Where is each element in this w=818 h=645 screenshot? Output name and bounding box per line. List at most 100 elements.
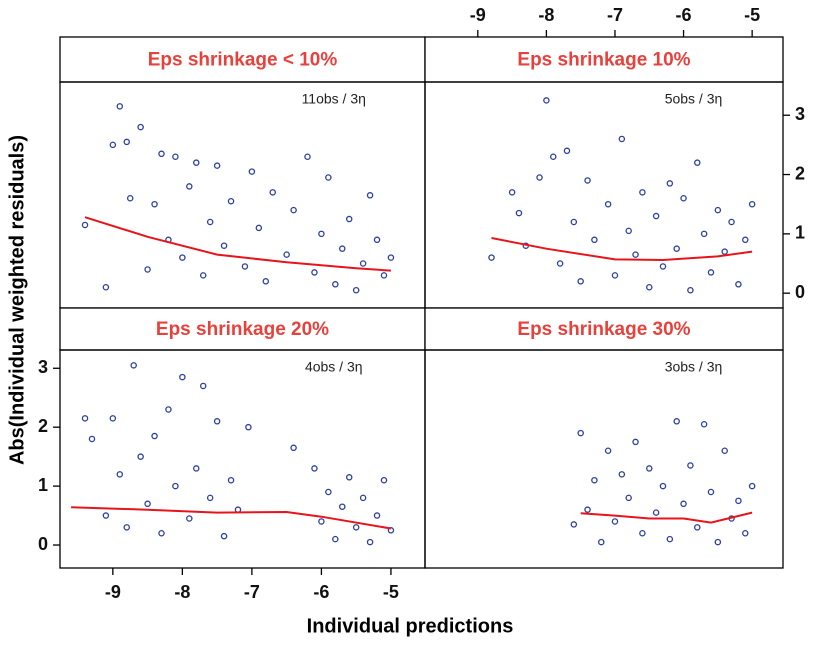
point xyxy=(304,153,311,160)
point xyxy=(735,281,742,288)
x-tick-label: -5 xyxy=(383,582,399,602)
point xyxy=(193,465,200,472)
point xyxy=(646,283,653,291)
point xyxy=(290,444,297,452)
point xyxy=(227,476,235,484)
point xyxy=(290,206,297,214)
point xyxy=(206,494,214,502)
point xyxy=(213,418,221,425)
point xyxy=(380,476,388,484)
point xyxy=(646,465,653,472)
x-tick-label: -5 xyxy=(744,5,760,25)
point xyxy=(130,362,137,369)
point xyxy=(199,272,207,279)
point xyxy=(673,245,680,252)
point xyxy=(81,415,89,422)
point xyxy=(591,476,598,484)
annotation: 4obs / 3η xyxy=(305,359,363,375)
point xyxy=(318,230,325,238)
point xyxy=(373,236,381,244)
point xyxy=(151,432,158,440)
point xyxy=(245,423,252,431)
x-tick-label: -7 xyxy=(607,5,623,25)
y-tick-label: 1 xyxy=(38,475,48,495)
point xyxy=(380,272,388,279)
point xyxy=(269,189,276,196)
point xyxy=(748,482,756,490)
point xyxy=(584,177,591,184)
point xyxy=(611,518,619,525)
y-tick-label: 3 xyxy=(38,357,48,377)
point xyxy=(680,500,687,508)
x-tick-label: -6 xyxy=(313,582,329,602)
point xyxy=(102,512,110,519)
strip-label: Eps shrinkage 10% xyxy=(517,50,690,71)
point xyxy=(144,500,151,508)
point xyxy=(165,406,172,413)
smooth-line xyxy=(84,216,391,272)
point xyxy=(220,242,228,249)
x-tick-label: -8 xyxy=(174,582,190,602)
point xyxy=(611,272,619,279)
point xyxy=(652,509,660,516)
point xyxy=(707,488,715,496)
smooth-line xyxy=(71,506,392,530)
x-tick-label: -8 xyxy=(538,5,554,25)
strip-label: Eps shrinkage 30% xyxy=(517,319,690,340)
y-tick-label: 0 xyxy=(38,534,48,554)
point xyxy=(707,269,715,276)
point xyxy=(241,263,249,270)
point xyxy=(81,221,89,229)
point xyxy=(158,529,165,537)
y-tick-label: 2 xyxy=(795,163,805,183)
point xyxy=(673,418,680,425)
point xyxy=(639,529,646,537)
point xyxy=(123,138,130,146)
point xyxy=(339,245,346,252)
point xyxy=(359,494,367,502)
point xyxy=(742,236,749,244)
point xyxy=(352,286,360,294)
point xyxy=(625,227,632,235)
point xyxy=(123,524,130,531)
point xyxy=(186,183,193,190)
strip xyxy=(59,36,426,83)
y-tick-label: 2 xyxy=(38,416,48,436)
point xyxy=(666,180,674,187)
point xyxy=(332,535,339,543)
point xyxy=(618,135,626,143)
point xyxy=(721,447,728,455)
y-axis-label: Abs(Individual weighted residuals) xyxy=(6,135,28,465)
point xyxy=(536,174,543,181)
point xyxy=(618,471,626,478)
point xyxy=(255,224,263,232)
point xyxy=(262,278,270,285)
point xyxy=(102,283,110,291)
point xyxy=(748,200,756,208)
y-tick-label: 1 xyxy=(795,223,805,243)
point xyxy=(714,206,722,214)
point xyxy=(137,123,144,131)
point xyxy=(515,209,523,217)
point xyxy=(137,453,144,460)
point xyxy=(742,529,749,537)
point xyxy=(116,103,124,110)
point xyxy=(652,212,660,220)
point xyxy=(714,538,722,546)
point xyxy=(604,200,612,208)
point xyxy=(109,415,117,422)
point xyxy=(549,153,557,160)
point xyxy=(508,189,516,196)
point xyxy=(632,438,639,446)
point xyxy=(577,429,584,437)
smooth-line xyxy=(491,237,753,262)
point xyxy=(227,197,235,205)
annotation: 5obs / 3η xyxy=(665,91,723,107)
point xyxy=(283,251,290,258)
point xyxy=(116,471,124,478)
point xyxy=(151,200,158,208)
point xyxy=(193,159,200,166)
point xyxy=(144,266,151,273)
point xyxy=(325,174,332,181)
annotation: 3obs / 3η xyxy=(665,359,723,375)
